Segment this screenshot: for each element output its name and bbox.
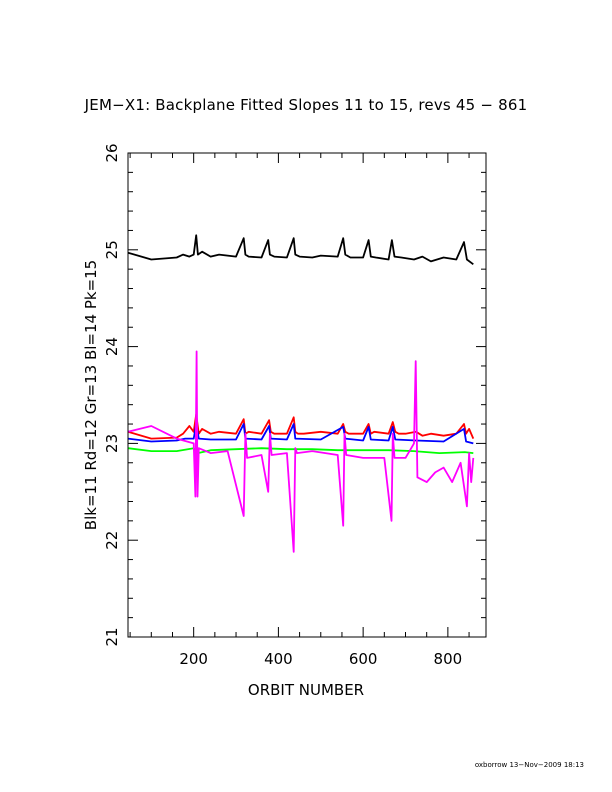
x-axis-title: ORBIT NUMBER <box>248 681 364 699</box>
series-line-3 <box>127 447 474 455</box>
series-line-5 <box>127 234 474 266</box>
x-tick-label: 200 <box>179 650 208 668</box>
footer-stamp: oxborrow 13−Nov−2009 18:13 <box>474 761 584 769</box>
y-tick-label: 25 <box>103 240 121 259</box>
chart-title: JEM−X1: Backplane Fitted Slopes 11 to 15… <box>84 96 528 114</box>
series-line-1 <box>127 413 475 440</box>
y-tick-label: 24 <box>103 337 121 356</box>
y-tick-label: 23 <box>103 434 121 453</box>
x-tick-label: 800 <box>434 650 463 668</box>
plot-frame <box>127 152 487 638</box>
y-axis-title: Blk=11 Rd=12 Gr=13 Bl=14 Pk=15 <box>82 260 100 530</box>
axes-layer: 200 400 600 800 21 22 23 24 25 26 <box>103 143 487 668</box>
y-tick-label: 21 <box>103 627 121 646</box>
x-tick-label: 600 <box>349 650 378 668</box>
x-tick-label: 400 <box>264 650 293 668</box>
y-tick-label: 22 <box>103 531 121 550</box>
series-line-4 <box>127 350 475 553</box>
y-tick-label: 26 <box>103 143 121 162</box>
series-layer <box>127 234 475 553</box>
